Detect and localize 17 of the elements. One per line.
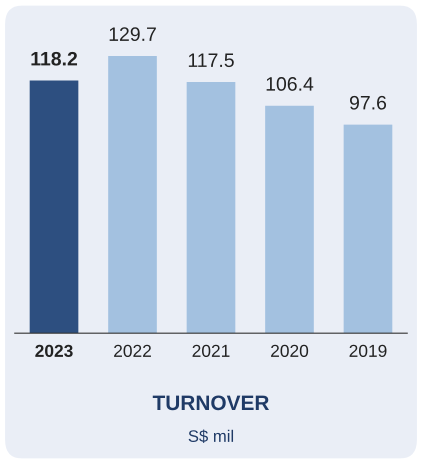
data-label: 97.6 bbox=[350, 96, 386, 110]
bar bbox=[108, 56, 157, 334]
x-tick-label: 2020 bbox=[271, 344, 308, 358]
x-tick-label: 2021 bbox=[192, 344, 230, 358]
x-tick-label: 2022 bbox=[114, 344, 151, 358]
bar bbox=[186, 82, 236, 334]
bar bbox=[265, 106, 314, 334]
data-label: 106.4 bbox=[266, 77, 314, 91]
x-tick-label: 2019 bbox=[350, 344, 386, 358]
bar bbox=[344, 124, 392, 334]
bar bbox=[30, 80, 78, 334]
data-label: 118.2 bbox=[31, 52, 78, 66]
text: S$ mil bbox=[188, 430, 234, 444]
data-label: 117.5 bbox=[188, 54, 234, 68]
data-label: 129.7 bbox=[110, 27, 156, 42]
text: TURNOVER bbox=[152, 395, 270, 410]
x-tick-label: 2023 bbox=[35, 344, 73, 358]
